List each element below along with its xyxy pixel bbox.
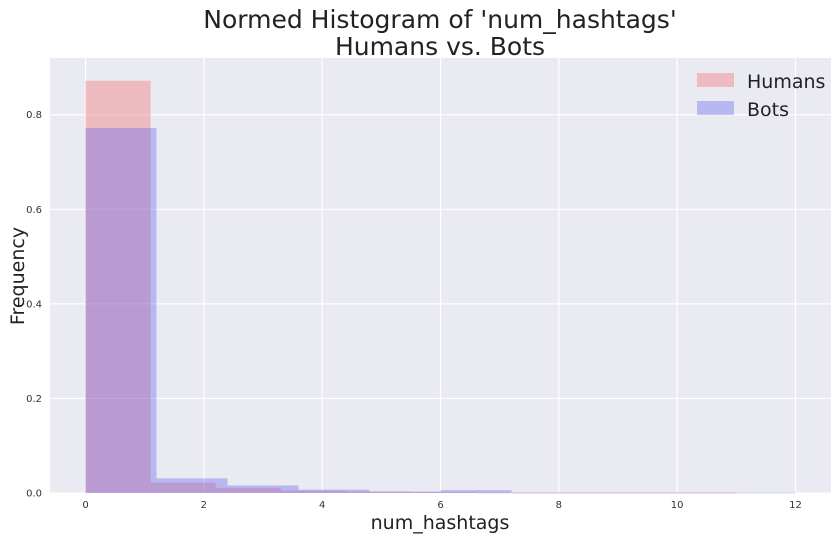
y-tick-label: 0.2 — [26, 394, 42, 405]
x-tick-label: 8 — [556, 500, 562, 511]
histogram-bar-bots — [369, 491, 441, 493]
histogram-bar-bots — [156, 478, 228, 493]
x-axis-label: num_hashtags — [371, 512, 510, 534]
histogram-bar-humans — [85, 80, 151, 494]
x-tick-label: 2 — [201, 500, 207, 511]
legend: Humans Bots — [697, 71, 825, 121]
histogram-bar-bots — [298, 489, 370, 493]
series-humans — [85, 80, 737, 494]
histogram-bar-humans — [280, 490, 346, 493]
histogram-bar-humans — [606, 492, 672, 494]
legend-label-bots: Bots — [747, 99, 789, 121]
legend-swatch-bots — [697, 101, 734, 115]
y-tick-label: 0.4 — [26, 299, 42, 310]
histogram-bar-humans — [410, 492, 476, 493]
histogram-bars — [85, 80, 796, 494]
x-tick-label: 4 — [319, 500, 325, 511]
y-tick-label: 0.6 — [26, 205, 42, 216]
histogram-bar-bots — [511, 492, 583, 494]
histogram-bar-humans — [215, 487, 281, 493]
legend-swatch-humans — [697, 73, 734, 87]
y-axis-label: Frequency — [7, 227, 29, 325]
histogram-bar-humans — [345, 491, 411, 493]
axis-ticks: 0 2 4 6 8 10 12 0.0 0.2 0.4 0.6 0.8 — [26, 110, 802, 511]
legend-label-humans: Humans — [747, 71, 825, 93]
x-tick-label: 10 — [671, 500, 684, 511]
x-tick-label: 0 — [82, 500, 88, 511]
histogram-bar-humans — [541, 492, 607, 494]
histogram-bar-bots — [724, 492, 796, 494]
y-tick-label: 0.8 — [26, 110, 42, 121]
histogram-bar-bots — [227, 485, 299, 493]
chart-title-line-1: Normed Histogram of 'num_hashtags' — [203, 5, 676, 34]
histogram-bar-humans — [476, 492, 542, 494]
x-tick-label: 6 — [437, 500, 443, 511]
series-bots — [85, 127, 796, 494]
histogram-bar-bots — [440, 490, 512, 493]
x-tick-label: 12 — [789, 500, 802, 511]
grid-lines — [50, 58, 831, 494]
histogram-bar-bots — [582, 492, 654, 494]
histogram-bar-humans — [150, 482, 216, 493]
chart-title-line-2: Humans vs. Bots — [335, 32, 545, 61]
histogram-bar-humans — [671, 492, 737, 494]
y-tick-label: 0.0 — [26, 489, 42, 500]
histogram-bar-bots — [653, 492, 725, 494]
histogram-bar-bots — [85, 127, 157, 493]
